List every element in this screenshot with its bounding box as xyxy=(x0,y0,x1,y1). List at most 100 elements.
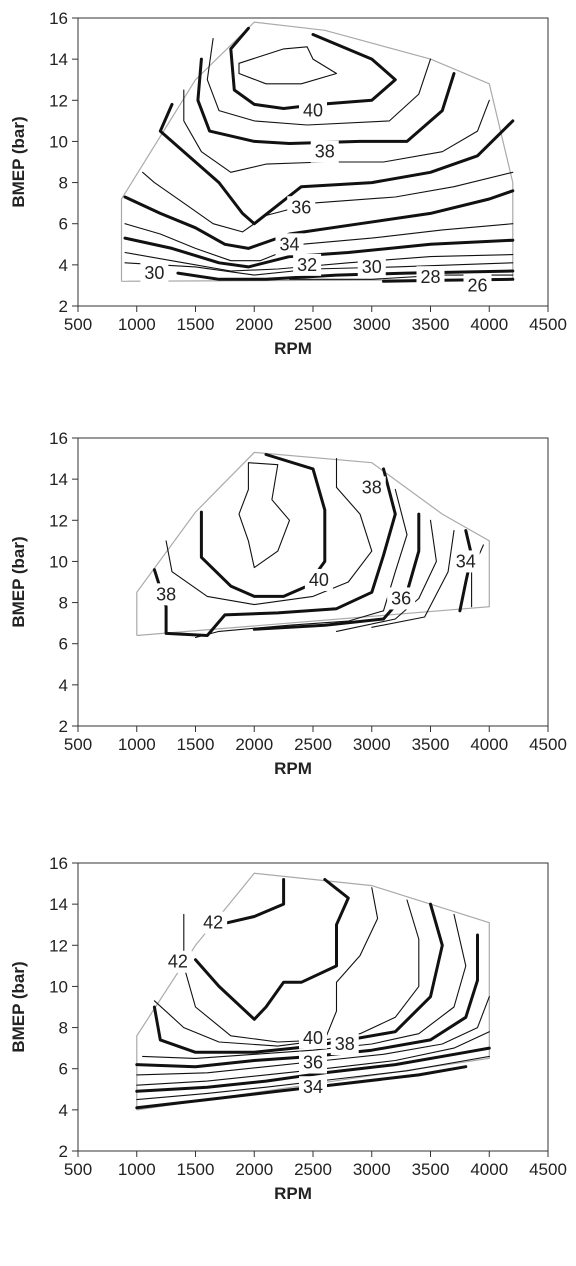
x-tick-label: 2000 xyxy=(235,735,273,754)
contour-label-bg xyxy=(357,255,386,278)
contour-label: 36 xyxy=(303,1053,323,1073)
contour-line xyxy=(199,453,327,598)
contour-label-bg xyxy=(299,99,327,122)
x-tick-label: 3000 xyxy=(353,1160,391,1179)
y-tick-label: 6 xyxy=(59,1060,68,1079)
contour-line xyxy=(124,223,514,262)
contour-line xyxy=(206,38,432,126)
map-boundary xyxy=(136,872,490,1111)
contour-label: 36 xyxy=(291,197,311,217)
x-tick-label: 500 xyxy=(64,1160,92,1179)
y-tick-label: 2 xyxy=(59,297,68,316)
y-tick-label: 12 xyxy=(49,91,68,110)
x-tick-label: 2000 xyxy=(235,315,273,334)
contour-line xyxy=(382,277,515,283)
x-tick-label: 1000 xyxy=(118,735,156,754)
x-axis-label: RPM xyxy=(274,759,312,778)
contour-label: 40 xyxy=(303,101,323,121)
x-tick-label: 4500 xyxy=(529,315,567,334)
contour-label-bg xyxy=(416,266,445,289)
contour-label: 40 xyxy=(309,570,329,590)
contour-line xyxy=(335,519,437,632)
y-tick-label: 14 xyxy=(49,470,68,489)
chart-panel-2: 38 40 36 38 34 500 1000 1500 2000 2500 3000 3500 400… xyxy=(0,420,576,840)
x-tick-label: 4500 xyxy=(529,1160,567,1179)
contour-label-bg xyxy=(463,274,492,297)
contour-line xyxy=(196,57,456,145)
x-axis-label: RPM xyxy=(274,1184,312,1203)
contour-label: 40 xyxy=(303,1028,323,1048)
contour-line xyxy=(142,171,514,233)
x-tick-label: 4000 xyxy=(470,315,508,334)
contour-label: 42 xyxy=(203,913,223,933)
contour-label-bg xyxy=(299,1076,327,1099)
contour-label: 34 xyxy=(279,234,299,254)
x-tick-label: 1000 xyxy=(118,1160,156,1179)
contour-line xyxy=(135,933,479,1069)
x-tick-label: 500 xyxy=(64,315,92,334)
y-tick-label: 10 xyxy=(49,977,68,996)
contour-label-bg xyxy=(330,1033,359,1056)
x-tick-label: 1500 xyxy=(177,735,215,754)
x-tick-label: 2500 xyxy=(294,1160,332,1179)
contour-line xyxy=(136,996,490,1076)
y-tick-label: 16 xyxy=(49,429,68,448)
contour-label-bg xyxy=(287,196,316,219)
map-boundary xyxy=(120,21,514,282)
y-tick-label: 2 xyxy=(59,717,68,736)
y-tick-label: 8 xyxy=(59,1019,68,1038)
contour-label: 28 xyxy=(420,267,440,287)
x-tick-label: 1000 xyxy=(118,315,156,334)
x-tick-label: 3500 xyxy=(412,735,450,754)
contour-label-bg xyxy=(451,550,480,573)
contour-label: 32 xyxy=(297,255,317,275)
y-tick-label: 14 xyxy=(49,50,68,69)
contour-line xyxy=(123,236,515,269)
x-tick-label: 3500 xyxy=(412,1160,450,1179)
contour-chart-2: 38 40 36 38 34 500 1000 1500 2000 2500 3000 3500 400… xyxy=(9,429,567,778)
contour-line xyxy=(194,488,408,639)
chart-panel-3: 42 42 40 38 36 34 500 1000 1500 2000 2500 3000 3500 4… xyxy=(0,845,576,1265)
x-tick-label: 2500 xyxy=(294,735,332,754)
y-tick-label: 4 xyxy=(59,256,68,275)
contour-label: 38 xyxy=(335,1034,355,1054)
x-tick-label: 1500 xyxy=(177,1160,215,1179)
contour-label: 38 xyxy=(156,584,176,604)
chart-panel-1: 40 38 36 34 32 30 30 28 26 500 1000 1500 2000 2500 300… xyxy=(0,0,576,420)
x-tick-label: 3000 xyxy=(353,315,391,334)
x-tick-label: 3500 xyxy=(412,315,450,334)
contour-label: 42 xyxy=(168,952,188,972)
contour-line xyxy=(238,46,338,85)
contour-line xyxy=(152,902,444,1054)
contour-label-bg xyxy=(387,587,416,610)
contour-label-bg xyxy=(304,568,333,591)
contour-line xyxy=(152,467,397,637)
contour-line xyxy=(371,530,455,628)
contour-label-bg xyxy=(293,253,322,276)
contour-line xyxy=(229,26,397,110)
y-tick-label: 4 xyxy=(59,1101,68,1120)
contour-line xyxy=(124,251,514,272)
y-tick-label: 10 xyxy=(49,132,68,151)
y-axis-label: BMEP (bar) xyxy=(9,116,28,207)
contour-line xyxy=(183,887,379,1043)
contour-label-bg xyxy=(140,262,169,285)
contour-line xyxy=(183,89,490,173)
contour-label-bg xyxy=(310,140,339,163)
x-tick-label: 3000 xyxy=(353,735,391,754)
contour-line xyxy=(238,462,291,569)
contour-line xyxy=(136,1055,490,1101)
y-tick-label: 16 xyxy=(49,9,68,28)
x-tick-label: 4000 xyxy=(470,735,508,754)
contour-label: 26 xyxy=(467,275,487,295)
contour-label: 38 xyxy=(362,477,382,497)
x-tick-label: 2000 xyxy=(235,1160,273,1179)
contour-label: 36 xyxy=(391,588,411,608)
x-axis-label: RPM xyxy=(274,339,312,358)
x-tick-label: 4500 xyxy=(529,735,567,754)
contour-line xyxy=(217,878,286,927)
contour-line xyxy=(124,262,514,276)
contour-label: 34 xyxy=(456,551,476,571)
